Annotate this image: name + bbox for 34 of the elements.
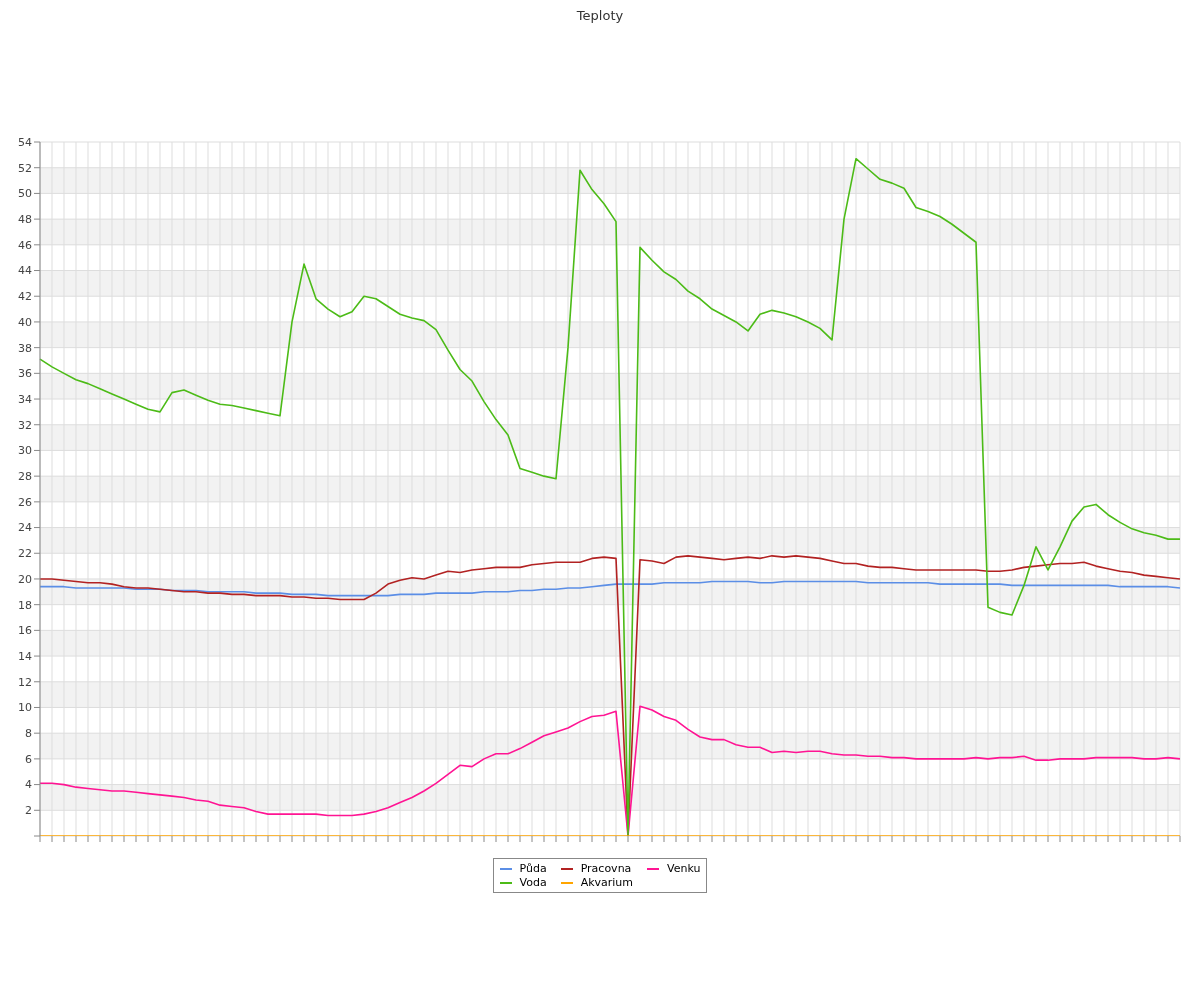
- y-tick-label: 6: [25, 752, 32, 766]
- legend-label: Pracovna: [580, 862, 632, 875]
- y-tick-label: 14: [18, 649, 32, 663]
- y-tick-label: 26: [18, 495, 32, 509]
- y-tick-label: 44: [18, 264, 32, 278]
- y-tick-label: 48: [18, 213, 32, 227]
- y-tick-label: 36: [18, 367, 32, 381]
- y-tick-label: 42: [18, 290, 32, 304]
- y-tick-label: 8: [25, 727, 32, 741]
- legend-label: Voda: [519, 876, 547, 889]
- y-tick-label: 2: [25, 804, 32, 818]
- y-tick-label: 50: [18, 187, 32, 201]
- y-tick-label: 38: [18, 341, 32, 355]
- y-tick-label: 40: [18, 315, 32, 329]
- y-tick-label: 22: [18, 547, 32, 561]
- y-tick-label: 24: [18, 521, 32, 535]
- chart-title: Teploty: [575, 8, 625, 25]
- line-series: [39, 580, 1181, 597]
- y-tick-label: 34: [18, 392, 32, 406]
- y-tick-label: 18: [18, 598, 32, 612]
- y-tick-label: 54: [18, 135, 32, 149]
- y-tick-label: 20: [18, 572, 32, 586]
- y-tick-label: 46: [18, 238, 32, 252]
- legend-label: Půda: [519, 862, 547, 875]
- y-tick-label: 30: [18, 444, 32, 458]
- y-tick-label: 28: [18, 470, 32, 484]
- y-tick-label: 16: [18, 624, 32, 638]
- y-tick-label: 52: [18, 161, 32, 175]
- legend-label: Venku: [667, 862, 701, 875]
- y-tick-label: 32: [18, 418, 32, 432]
- y-tick-label: 10: [18, 701, 32, 715]
- legend-label: Akvarium: [580, 876, 634, 889]
- y-tick-label: 12: [18, 675, 32, 689]
- y-tick-label: 4: [25, 778, 32, 792]
